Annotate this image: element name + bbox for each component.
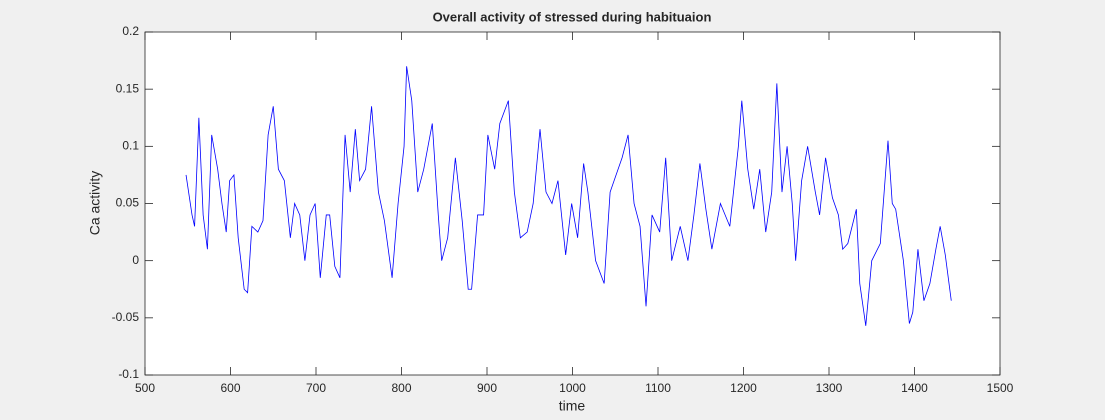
y-axis-label: Ca activity [87, 171, 103, 236]
x-tick-label: 800 [391, 381, 411, 395]
y-tick-label: -0.05 [112, 310, 140, 324]
x-tick-label: 1500 [987, 381, 1014, 395]
y-tick-label: 0 [132, 253, 139, 267]
y-tick-label: 0.15 [116, 81, 140, 95]
x-tick-label: 900 [477, 381, 497, 395]
x-tick-label: 1300 [816, 381, 843, 395]
x-tick-label: 500 [135, 381, 155, 395]
y-tick-label: 0.2 [122, 24, 139, 38]
y-tick-label: 0.1 [122, 139, 139, 153]
y-tick-label: -0.1 [118, 367, 139, 381]
y-tick-label: 0.05 [116, 196, 140, 210]
plot-area [144, 31, 1001, 376]
x-tick-label: 1000 [559, 381, 586, 395]
x-axis-label: time [559, 398, 586, 414]
x-tick-label: 1100 [645, 381, 671, 395]
data-line [185, 66, 952, 326]
x-tick-label: 1200 [730, 381, 757, 395]
chart-title: Overall activity of stressed during habi… [433, 9, 712, 24]
x-tick-label: 600 [220, 381, 240, 395]
x-tick-label: 700 [306, 381, 326, 395]
x-tick-label: 1400 [901, 381, 928, 395]
